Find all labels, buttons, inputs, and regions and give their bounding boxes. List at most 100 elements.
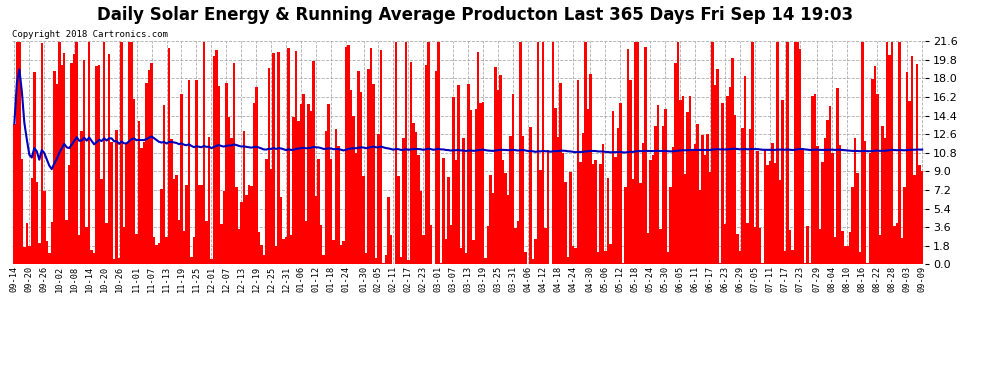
Bar: [354, 153, 357, 264]
Bar: [405, 42, 407, 264]
Bar: [183, 231, 185, 264]
Bar: [402, 138, 405, 264]
Bar: [544, 228, 546, 264]
Bar: [318, 159, 320, 264]
Bar: [649, 160, 651, 264]
Bar: [462, 138, 464, 264]
Bar: [133, 99, 136, 264]
Bar: [758, 228, 761, 264]
Bar: [674, 63, 676, 264]
Bar: [203, 42, 205, 264]
Bar: [494, 67, 497, 264]
Bar: [769, 160, 771, 264]
Bar: [554, 108, 556, 264]
Bar: [241, 202, 243, 264]
Bar: [464, 253, 467, 264]
Bar: [819, 230, 821, 264]
Bar: [666, 252, 669, 264]
Bar: [23, 248, 26, 264]
Bar: [410, 62, 412, 264]
Bar: [671, 147, 674, 264]
Bar: [162, 105, 165, 264]
Bar: [157, 243, 160, 264]
Bar: [452, 97, 454, 264]
Bar: [921, 171, 924, 264]
Bar: [128, 42, 131, 264]
Bar: [387, 197, 390, 264]
Bar: [612, 111, 614, 264]
Bar: [372, 84, 375, 264]
Bar: [380, 50, 382, 264]
Bar: [868, 153, 871, 264]
Bar: [842, 231, 843, 264]
Bar: [445, 239, 447, 264]
Bar: [454, 160, 457, 264]
Bar: [642, 143, 644, 264]
Bar: [295, 51, 297, 264]
Bar: [43, 191, 46, 264]
Bar: [330, 159, 333, 264]
Bar: [238, 229, 241, 264]
Bar: [148, 70, 150, 264]
Bar: [146, 83, 148, 264]
Bar: [904, 187, 906, 264]
Bar: [252, 103, 255, 264]
Bar: [834, 237, 837, 264]
Bar: [756, 151, 758, 264]
Bar: [13, 123, 16, 264]
Bar: [624, 187, 627, 264]
Bar: [443, 158, 445, 264]
Bar: [58, 42, 60, 264]
Bar: [684, 174, 686, 264]
Bar: [53, 71, 55, 264]
Bar: [26, 223, 28, 264]
Bar: [551, 42, 554, 264]
Bar: [150, 63, 152, 264]
Bar: [340, 244, 343, 264]
Bar: [362, 176, 364, 264]
Bar: [734, 115, 737, 264]
Bar: [397, 176, 400, 264]
Bar: [230, 138, 233, 264]
Bar: [791, 251, 794, 264]
Bar: [248, 185, 250, 264]
Bar: [280, 197, 282, 264]
Bar: [50, 222, 53, 264]
Bar: [505, 174, 507, 264]
Bar: [489, 174, 492, 264]
Bar: [861, 42, 863, 264]
Bar: [559, 82, 561, 264]
Bar: [472, 240, 474, 264]
Bar: [138, 121, 141, 264]
Bar: [727, 96, 729, 264]
Bar: [200, 185, 203, 264]
Bar: [108, 54, 111, 264]
Text: Daily  (kWh): Daily (kWh): [891, 17, 962, 27]
Bar: [651, 155, 654, 264]
Bar: [243, 131, 246, 264]
Bar: [540, 170, 542, 264]
Bar: [537, 42, 540, 264]
Bar: [65, 220, 68, 264]
Bar: [574, 248, 577, 264]
Bar: [170, 139, 172, 264]
Bar: [272, 53, 275, 264]
Bar: [883, 138, 886, 264]
Bar: [267, 68, 270, 264]
Bar: [359, 92, 362, 264]
Bar: [826, 120, 829, 264]
Bar: [427, 42, 430, 264]
Bar: [896, 223, 899, 264]
Bar: [597, 252, 599, 264]
Bar: [412, 123, 415, 264]
Bar: [774, 163, 776, 264]
Bar: [919, 165, 921, 264]
Bar: [265, 159, 267, 264]
Bar: [837, 88, 839, 264]
Bar: [881, 126, 883, 264]
Bar: [686, 112, 689, 264]
Bar: [482, 102, 484, 264]
Bar: [532, 259, 535, 264]
Bar: [843, 246, 846, 264]
Bar: [313, 61, 315, 264]
